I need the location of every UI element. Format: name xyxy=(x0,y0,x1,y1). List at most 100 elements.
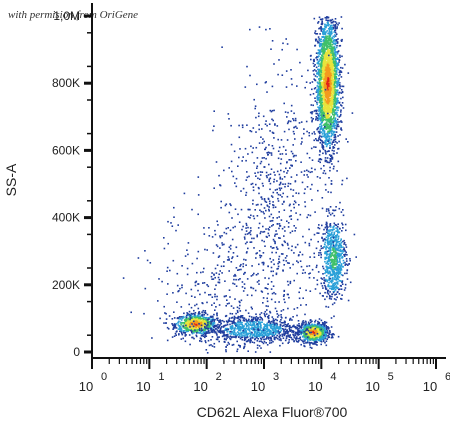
data-point xyxy=(230,325,233,328)
data-point xyxy=(329,237,332,239)
data-point xyxy=(334,25,336,28)
data-point xyxy=(276,326,279,328)
data-point xyxy=(322,146,325,148)
data-point xyxy=(318,131,321,134)
data-point xyxy=(324,108,326,110)
data-point xyxy=(330,51,332,54)
data-point xyxy=(327,83,330,86)
data-point xyxy=(329,83,332,85)
data-point xyxy=(178,318,181,320)
data-point xyxy=(192,323,195,325)
data-point xyxy=(330,104,333,107)
data-point xyxy=(313,78,315,80)
data-point xyxy=(287,342,289,344)
data-point xyxy=(340,66,342,69)
data-point xyxy=(182,330,184,332)
data-point xyxy=(322,106,325,109)
data-point xyxy=(334,124,336,127)
data-point xyxy=(299,329,302,331)
data-point xyxy=(267,336,270,339)
data-point xyxy=(212,323,215,326)
data-point xyxy=(329,86,332,88)
data-point xyxy=(327,32,329,35)
data-point xyxy=(325,19,327,21)
data-point xyxy=(281,333,283,336)
data-point xyxy=(313,332,316,334)
data-point xyxy=(177,324,180,326)
data-point xyxy=(205,335,208,337)
data-point xyxy=(336,85,338,87)
data-point xyxy=(328,88,331,91)
data-point xyxy=(204,326,206,329)
data-point xyxy=(323,100,326,103)
data-point xyxy=(314,38,317,41)
data-point xyxy=(333,79,335,82)
data-point xyxy=(195,321,198,324)
data-point xyxy=(334,27,337,30)
data-point xyxy=(326,78,329,81)
data-point xyxy=(213,342,216,345)
data-point xyxy=(293,336,295,338)
data-point xyxy=(330,94,333,96)
data-point xyxy=(327,59,329,61)
data-point xyxy=(326,95,328,98)
data-point xyxy=(239,345,241,347)
data-point xyxy=(183,319,186,321)
data-point xyxy=(241,327,244,330)
data-point xyxy=(316,81,319,84)
data-point xyxy=(318,78,320,80)
data-point xyxy=(334,66,337,68)
data-point xyxy=(281,335,284,337)
data-point xyxy=(204,323,207,326)
data-point xyxy=(340,71,343,73)
data-point xyxy=(332,145,334,148)
data-point xyxy=(329,274,332,277)
data-point xyxy=(334,98,337,100)
data-point xyxy=(265,325,268,327)
data-point xyxy=(335,241,338,244)
data-point xyxy=(330,287,333,290)
data-point xyxy=(267,329,269,332)
data-point xyxy=(193,326,195,329)
data-point xyxy=(288,341,290,343)
data-point xyxy=(336,101,339,104)
data-point xyxy=(323,333,325,335)
data-point xyxy=(326,246,329,249)
data-point xyxy=(327,65,330,68)
data-point xyxy=(218,320,220,322)
data-point xyxy=(302,336,304,338)
data-point xyxy=(318,108,320,110)
data-point xyxy=(312,118,314,120)
data-point xyxy=(312,70,315,72)
data-point xyxy=(253,321,255,323)
data-point xyxy=(264,327,267,330)
data-point xyxy=(330,74,332,77)
data-point xyxy=(319,128,321,131)
data-point xyxy=(327,91,329,93)
data-point xyxy=(328,23,330,26)
data-point xyxy=(326,30,328,32)
data-point xyxy=(335,71,338,74)
data-point xyxy=(324,329,326,331)
data-point xyxy=(330,107,332,110)
data-point xyxy=(199,320,202,323)
data-point xyxy=(324,87,326,90)
data-point xyxy=(232,336,234,338)
data-point xyxy=(338,59,341,61)
data-point xyxy=(343,242,346,244)
data-point xyxy=(188,315,191,318)
data-point xyxy=(336,118,339,121)
data-point xyxy=(252,324,254,326)
data-point xyxy=(266,328,268,331)
data-point xyxy=(332,130,334,133)
data-point xyxy=(318,138,320,140)
data-point xyxy=(331,95,333,97)
data-point xyxy=(279,327,282,330)
data-point xyxy=(329,111,332,114)
data-point xyxy=(311,328,314,330)
data-point xyxy=(273,336,276,339)
data-point xyxy=(332,141,335,143)
data-point xyxy=(333,106,335,108)
data-point xyxy=(217,336,219,339)
data-point xyxy=(319,58,321,60)
